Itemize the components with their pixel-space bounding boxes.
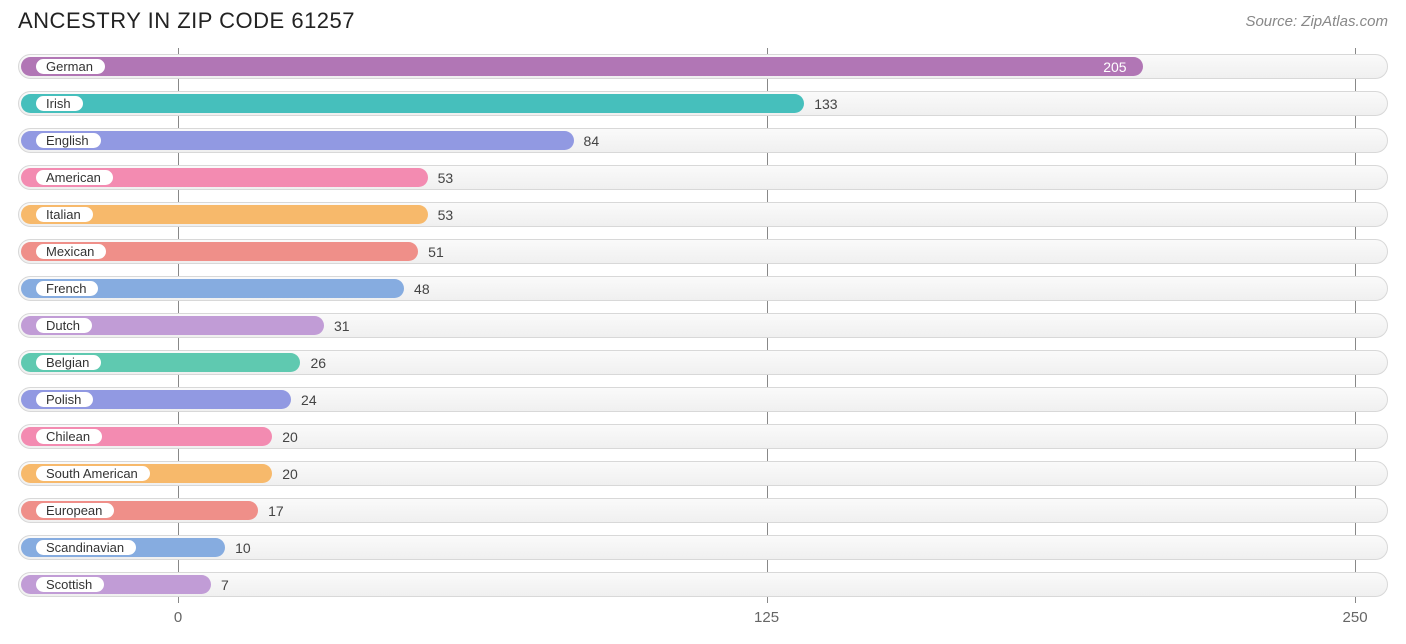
bar-label-pill: English [34, 131, 103, 150]
bar-row: Scottish 7 [18, 566, 1388, 603]
bar-label-pill: Polish [34, 390, 95, 409]
bar-row: English 84 [18, 122, 1388, 159]
bar-value-label: 26 [310, 353, 326, 372]
bar-value-label: 133 [814, 94, 837, 113]
bar-fill [21, 131, 574, 150]
bar-label-pill: Mexican [34, 242, 108, 261]
bar-row: Scandinavian 10 [18, 529, 1388, 566]
bar-fill [21, 57, 1143, 76]
bar-row: Chilean 20 [18, 418, 1388, 455]
bar-value-label: 48 [414, 279, 430, 298]
bar-label-pill: European [34, 501, 116, 520]
bar-value-label: 51 [428, 242, 444, 261]
bar-label-pill: Belgian [34, 353, 103, 372]
bar-value-label: 20 [282, 427, 298, 446]
bar-row: American 53 [18, 159, 1388, 196]
bar-row: Mexican 51 [18, 233, 1388, 270]
bar-value-label: 84 [584, 131, 600, 150]
x-axis-tick: 0 [174, 609, 182, 626]
chart-container: German205Irish133English84American53Ital… [0, 40, 1406, 637]
bar-row: European 17 [18, 492, 1388, 529]
bar-value-label: 24 [301, 390, 317, 409]
bar-row: Belgian 26 [18, 344, 1388, 381]
bar-value-label: 10 [235, 538, 251, 557]
bar-value-label: 53 [438, 168, 454, 187]
bar-row: Irish 133 [18, 85, 1388, 122]
bar-label-pill: Italian [34, 205, 95, 224]
x-axis-tick: 250 [1343, 609, 1368, 626]
bar-value-label: 17 [268, 501, 284, 520]
bar-value-label: 205 [1103, 57, 1126, 76]
bar-label-pill: Chilean [34, 427, 104, 446]
bar-value-label: 53 [438, 205, 454, 224]
chart-header: ANCESTRY IN ZIP CODE 61257 Source: ZipAt… [0, 0, 1406, 40]
bar-value-label: 20 [282, 464, 298, 483]
bar-row: Polish 24 [18, 381, 1388, 418]
x-axis: 0 125 250 [18, 607, 1388, 637]
bar-label-pill: French [34, 279, 100, 298]
bar-row: Italian 53 [18, 196, 1388, 233]
bar-row: Dutch 31 [18, 307, 1388, 344]
x-axis-tick: 125 [754, 609, 779, 626]
bar-row: French 48 [18, 270, 1388, 307]
bar-value-label: 7 [221, 575, 229, 594]
bar-label-pill: American [34, 168, 115, 187]
chart-source: Source: ZipAtlas.com [1245, 13, 1388, 30]
bar-value-label: 31 [334, 316, 350, 335]
bar-label-pill: Irish [34, 94, 85, 113]
bar-label-pill: German [34, 57, 107, 76]
bar-row: South American 20 [18, 455, 1388, 492]
bar-rows: German205Irish133English84American53Ital… [18, 48, 1388, 603]
bar-row: German 205 [18, 48, 1388, 85]
bar-fill [21, 94, 804, 113]
bar-label-pill: Dutch [34, 316, 94, 335]
bar-label-pill: South American [34, 464, 152, 483]
plot-area: German205Irish133English84American53Ital… [18, 48, 1388, 603]
chart-title: ANCESTRY IN ZIP CODE 61257 [18, 8, 355, 34]
bar-label-pill: Scottish [34, 575, 106, 594]
bar-label-pill: Scandinavian [34, 538, 138, 557]
